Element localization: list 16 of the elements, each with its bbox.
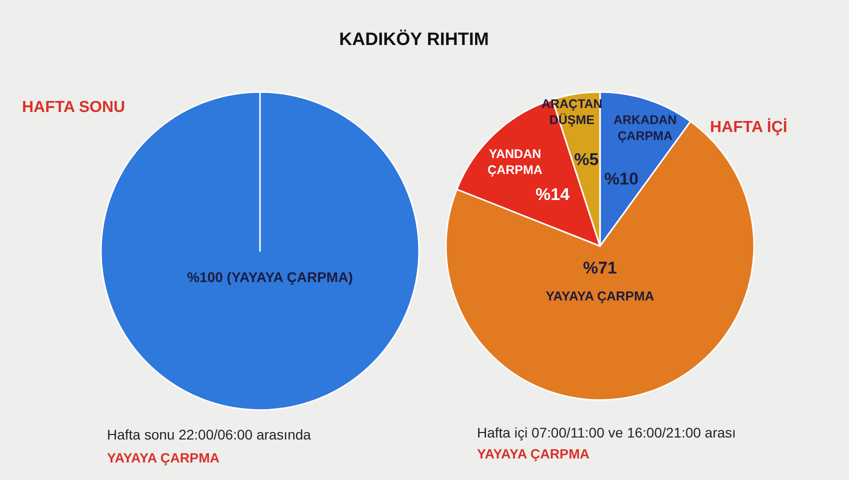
text: YAYAYA ÇARPMA <box>107 450 220 466</box>
text: HAFTA İÇİ <box>710 118 788 136</box>
text: Hafta içi 07:00/11:00 ve 16:00/21:00 arası <box>477 424 736 441</box>
data-label: %5 <box>574 150 599 169</box>
data-label: %71 <box>582 258 618 278</box>
data-label: %100 <box>187 268 224 285</box>
slice-label: YANDAN ÇARPMA <box>488 147 542 178</box>
text: YAYAYA ÇARPMA <box>477 446 590 462</box>
slice-label: YAYAYA ÇARPMA <box>546 288 655 304</box>
text: Hafta sonu 22:00/06:00 arasında <box>107 426 312 443</box>
slice-label: ARKADAN ÇARPMA <box>613 113 677 144</box>
text: HAFTA SONU <box>22 99 126 116</box>
text: KADIKÖY RIHTIM <box>339 28 489 49</box>
slice-label: (YAYAYA ÇARPMA) <box>222 268 353 285</box>
data-label: %14 <box>536 184 570 204</box>
data-label: %10 <box>604 170 638 189</box>
